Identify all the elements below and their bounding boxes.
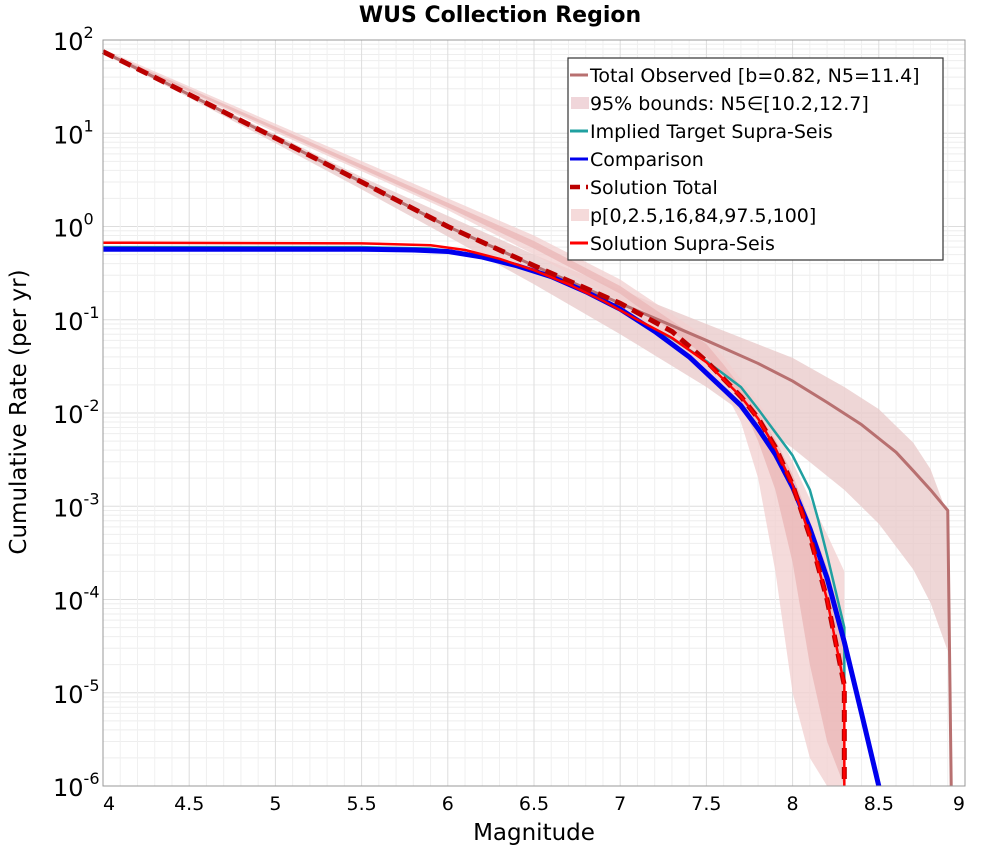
legend-label: Comparison: [590, 149, 704, 171]
legend-label: Solution Total: [590, 177, 718, 199]
x-tick-label: 9: [953, 793, 965, 815]
legend-label: 95% bounds: N5∈[10.2,12.7]: [590, 93, 869, 115]
series-line: [101, 49, 847, 786]
series-line: [103, 246, 882, 787]
x-tick-label: 5: [269, 793, 281, 815]
x-tick-label: 5.5: [346, 793, 376, 815]
legend-swatch: [571, 209, 589, 221]
y-tick-label: 10-3: [53, 489, 100, 522]
y-tick-label: 10-1: [53, 303, 100, 336]
legend-label: p[0,2.5,16,84,97.5,100]: [590, 205, 816, 227]
y-tick-label: 101: [53, 116, 94, 149]
legend-box: [567, 57, 944, 261]
y-tick-label: 10-5: [53, 676, 100, 709]
x-tick-label: 7: [614, 793, 626, 815]
plot-frame: [102, 39, 966, 787]
y-tick-label: 10-2: [53, 396, 100, 429]
legend: Total Observed [b=0.82, N5=11.4] 95% boun…: [567, 57, 944, 261]
chart-title: WUS Collection Region: [359, 3, 641, 28]
x-axis-label: Magnitude: [473, 820, 595, 846]
x-tick-label: 6.5: [519, 793, 549, 815]
y-tick-label: 10-4: [53, 583, 100, 616]
axis-ticks: 4 4.5 5 5.5 6 6.5 7 7.5 8 8.5 9 10-6 10-5 10-4 10-3 10-…: [53, 23, 965, 815]
x-tick-label: 4.5: [174, 793, 204, 815]
y-tick-label: 102: [53, 23, 94, 56]
legend-label: Implied Target Supra-Seis: [590, 121, 833, 143]
x-tick-label: 7.5: [691, 793, 721, 815]
y-tick-label: 100: [53, 210, 94, 243]
series-line: [102, 241, 846, 786]
x-tick-label: 8.5: [864, 793, 894, 815]
x-tick-label: 4: [103, 793, 115, 815]
x-tick-label: 6: [442, 793, 454, 815]
x-tick-label: 8: [787, 793, 799, 815]
y-tick-label: 10-6: [53, 769, 100, 802]
y-axis-label: Cumulative Rate (per yr): [6, 269, 32, 554]
legend-label: Total Observed [b=0.82, N5=11.4]: [589, 65, 920, 87]
legend-label: Solution Supra-Seis: [590, 233, 775, 255]
series-lines: [101, 49, 953, 787]
legend-swatch: [571, 97, 589, 109]
